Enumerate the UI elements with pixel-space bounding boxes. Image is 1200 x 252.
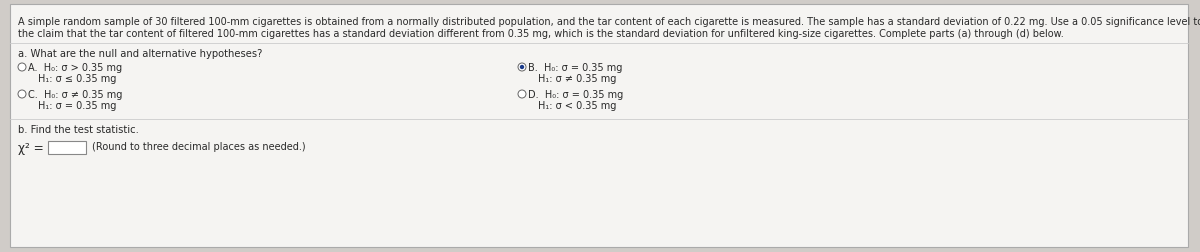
Circle shape [518,64,526,72]
Circle shape [518,91,526,99]
Text: H₁: σ < 0.35 mg: H₁: σ < 0.35 mg [538,101,617,111]
Text: H₁: σ ≤ 0.35 mg: H₁: σ ≤ 0.35 mg [38,74,116,84]
Text: (Round to three decimal places as needed.): (Round to three decimal places as needed… [92,141,306,151]
Text: C.  H₀: σ ≠ 0.35 mg: C. H₀: σ ≠ 0.35 mg [28,90,122,100]
Circle shape [520,66,524,70]
Circle shape [18,64,26,72]
Text: χ² =: χ² = [18,141,43,154]
Text: D.  H₀: σ = 0.35 mg: D. H₀: σ = 0.35 mg [528,90,623,100]
Text: A.  H₀: σ > 0.35 mg: A. H₀: σ > 0.35 mg [28,63,122,73]
Bar [48,141,86,154]
Text: a. What are the null and alternative hypotheses?: a. What are the null and alternative hyp… [18,49,263,59]
Text: b. Find the test statistic.: b. Find the test statistic. [18,124,139,135]
Text: H₁: σ ≠ 0.35 mg: H₁: σ ≠ 0.35 mg [538,74,617,84]
Circle shape [18,91,26,99]
Text: A simple random sample of 30 filtered 100-mm cigarettes is obtained from a norma: A simple random sample of 30 filtered 10… [18,17,1200,27]
Text: B.  H₀: σ = 0.35 mg: B. H₀: σ = 0.35 mg [528,63,623,73]
FancyBboxPatch shape [10,5,1188,247]
Text: the claim that the tar content of filtered 100-mm cigarettes has a standard devi: the claim that the tar content of filter… [18,29,1063,39]
Text: H₁: σ = 0.35 mg: H₁: σ = 0.35 mg [38,101,116,111]
